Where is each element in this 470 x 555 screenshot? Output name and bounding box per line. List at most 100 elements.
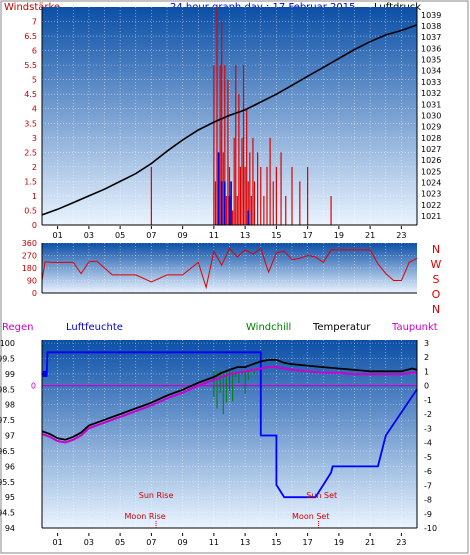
hour-tick-label: 15 [271,538,281,547]
hour-tick-label: 23 [396,538,406,547]
hour-tick-label: 03 [84,231,94,240]
pressure-tick-label: 1029 [421,123,441,132]
moon-rise-label: Moon Rise [125,512,166,521]
humidity-tick-label: 99 [5,370,15,379]
hour-tick-label: 17 [303,231,313,240]
humidity-tick-label: 95.5 [0,478,15,487]
pressure-tick-label: 1027 [421,145,441,154]
hour-tick-label: 21 [365,231,375,240]
pressure-tick-label: 1023 [421,190,441,199]
pressure-line [41,24,418,216]
compass-label: N [432,303,440,316]
hour-tick-label: 09 [178,538,188,547]
dewpoint-line [41,366,417,444]
hour-tick-label: 13 [240,538,250,547]
humidity-tick-label: 97.5 [0,416,15,425]
hour-tick-label: 23 [396,231,406,240]
humidity-tick-label: 94.5 [0,509,15,518]
wind-tick-label: 0 [32,221,37,230]
wind-direction-line [41,247,418,290]
hour-tick-label: 07 [146,231,156,240]
humidity-tick-label: 98.5 [0,385,15,394]
temperature-tick-label: 0 [424,382,429,391]
compass-label: W [431,258,442,271]
pressure-tick-label: 1035 [421,56,441,65]
temperature-tick-label: -10 [424,524,437,533]
hour-tick-label: 13 [240,231,250,240]
hour-tick-label: 09 [178,231,188,240]
pressure-tick-label: 1032 [421,89,441,98]
temperature-tick-label: 2 [424,353,429,362]
humidity-tick-label: 96.5 [0,447,15,456]
humidity-tick-label: 95 [5,493,15,502]
wind-tick-label: 2 [32,163,37,172]
temperature-tick-label: -1 [424,396,432,405]
moon-set-label: Moon Set [292,512,329,521]
humidity-tick-label: 96 [5,462,15,471]
temperature-tick-label: -7 [424,481,432,490]
temperature-label: Temperatur [312,322,371,333]
sun-moon-markers: Sun Rise Sun Set Moon Rise Moon Set [125,491,337,528]
hour-tick-label: 11 [209,538,219,547]
wind-tick-label: 7 [32,18,37,27]
hour-labels-3: 01 03 05 07 09 11 13 15 17 19 21 23 [53,533,406,547]
humidity-tick-label: 94 [5,524,15,533]
sun-set-label: Sun Set [306,491,337,500]
temperature-ticks: 10099.59998.59897.59796.59695.59594.5943… [0,339,437,533]
pressure-tick-label: 1024 [421,179,441,188]
wind-tick-label: 6 [32,47,37,56]
wind-label: Windstärke [4,2,60,13]
temperature-tick-label: -5 [424,453,432,462]
compass-label: N [432,243,440,256]
hour-tick-label: 07 [146,538,156,547]
wind-tick-label: 6.5 [24,32,37,41]
hour-tick-label: 19 [334,231,344,240]
wind-pressure-grid [42,7,417,226]
temperature-tick-label: -6 [424,467,432,476]
pressure-tick-label: 1030 [421,111,441,120]
pressure-tick-label: 1031 [421,100,441,109]
hour-tick-label: 21 [365,538,375,547]
wind-tick-label: 2.5 [24,148,37,157]
humidity-tick-label: 97 [5,432,15,441]
wind-direction-data [41,247,418,290]
hour-tick-label: 05 [115,231,125,240]
pressure-tick-label: 1022 [421,201,441,210]
temperature-tick-label: -4 [424,439,432,448]
wind-tick-label: 4 [32,105,37,114]
temperature-data [41,351,418,499]
wind-tick-label: 3 [32,134,37,143]
pressure-tick-label: 1025 [421,167,441,176]
pressure-tick-label: 1039 [421,11,441,20]
rain-label: Regen [2,322,34,333]
pressure-tick-label: 1026 [421,156,441,165]
direction-tick-label: 270 [22,252,37,261]
dewpoint-label: Taupunkt [391,322,438,333]
hour-tick-label: 11 [209,231,219,240]
pressure-tick-label: 1038 [421,22,441,31]
temperature-tick-label: -3 [424,424,432,433]
temperature-line [41,358,418,441]
wind-tick-label: 1 [32,192,37,201]
temperature-tick-label: 3 [424,339,429,348]
temperature-tick-label: -8 [424,496,432,505]
wind-tick-label: 5.5 [24,61,37,70]
wind-tick-label: 5 [32,76,37,85]
temperature-tick-label: 1 [424,367,429,376]
hour-tick-label: 17 [303,538,313,547]
hour-tick-label: 05 [115,538,125,547]
sun-rise-label: Sun Rise [139,491,174,500]
wind-pressure-ticks: 7 6.5 6 5.5 5 4.5 4 3.5 3 2.5 2 1.5 1 0.5 0 1039 1038 103… [24,11,441,230]
wind-tick-label: 4.5 [24,90,37,99]
temperature-tick-label: -2 [424,410,432,419]
wind-tick-label: 3.5 [24,119,37,128]
temperature-grid [42,340,417,529]
hour-tick-label: 01 [53,231,63,240]
temperature-tick-label: -9 [424,510,432,519]
humidity-line [42,351,418,499]
rain-zero-label: 0 [31,382,36,391]
